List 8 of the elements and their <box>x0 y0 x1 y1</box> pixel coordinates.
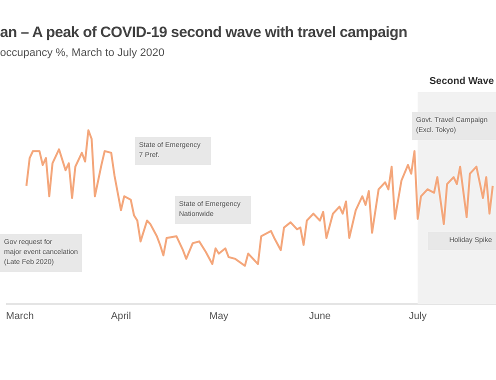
x-tick-label: April <box>110 310 131 322</box>
band-label: Second Wave <box>429 76 494 87</box>
x-tick-label: March <box>6 310 34 322</box>
chart-subtitle: occupancy %, March to July 2020 <box>0 47 164 59</box>
x-tick-label: July <box>408 310 427 322</box>
x-tick-label: June <box>309 310 332 322</box>
chart-title: an – A peak of COVID-19 second wave with travel campaign <box>0 24 408 41</box>
x-tick-label: May <box>209 310 228 322</box>
